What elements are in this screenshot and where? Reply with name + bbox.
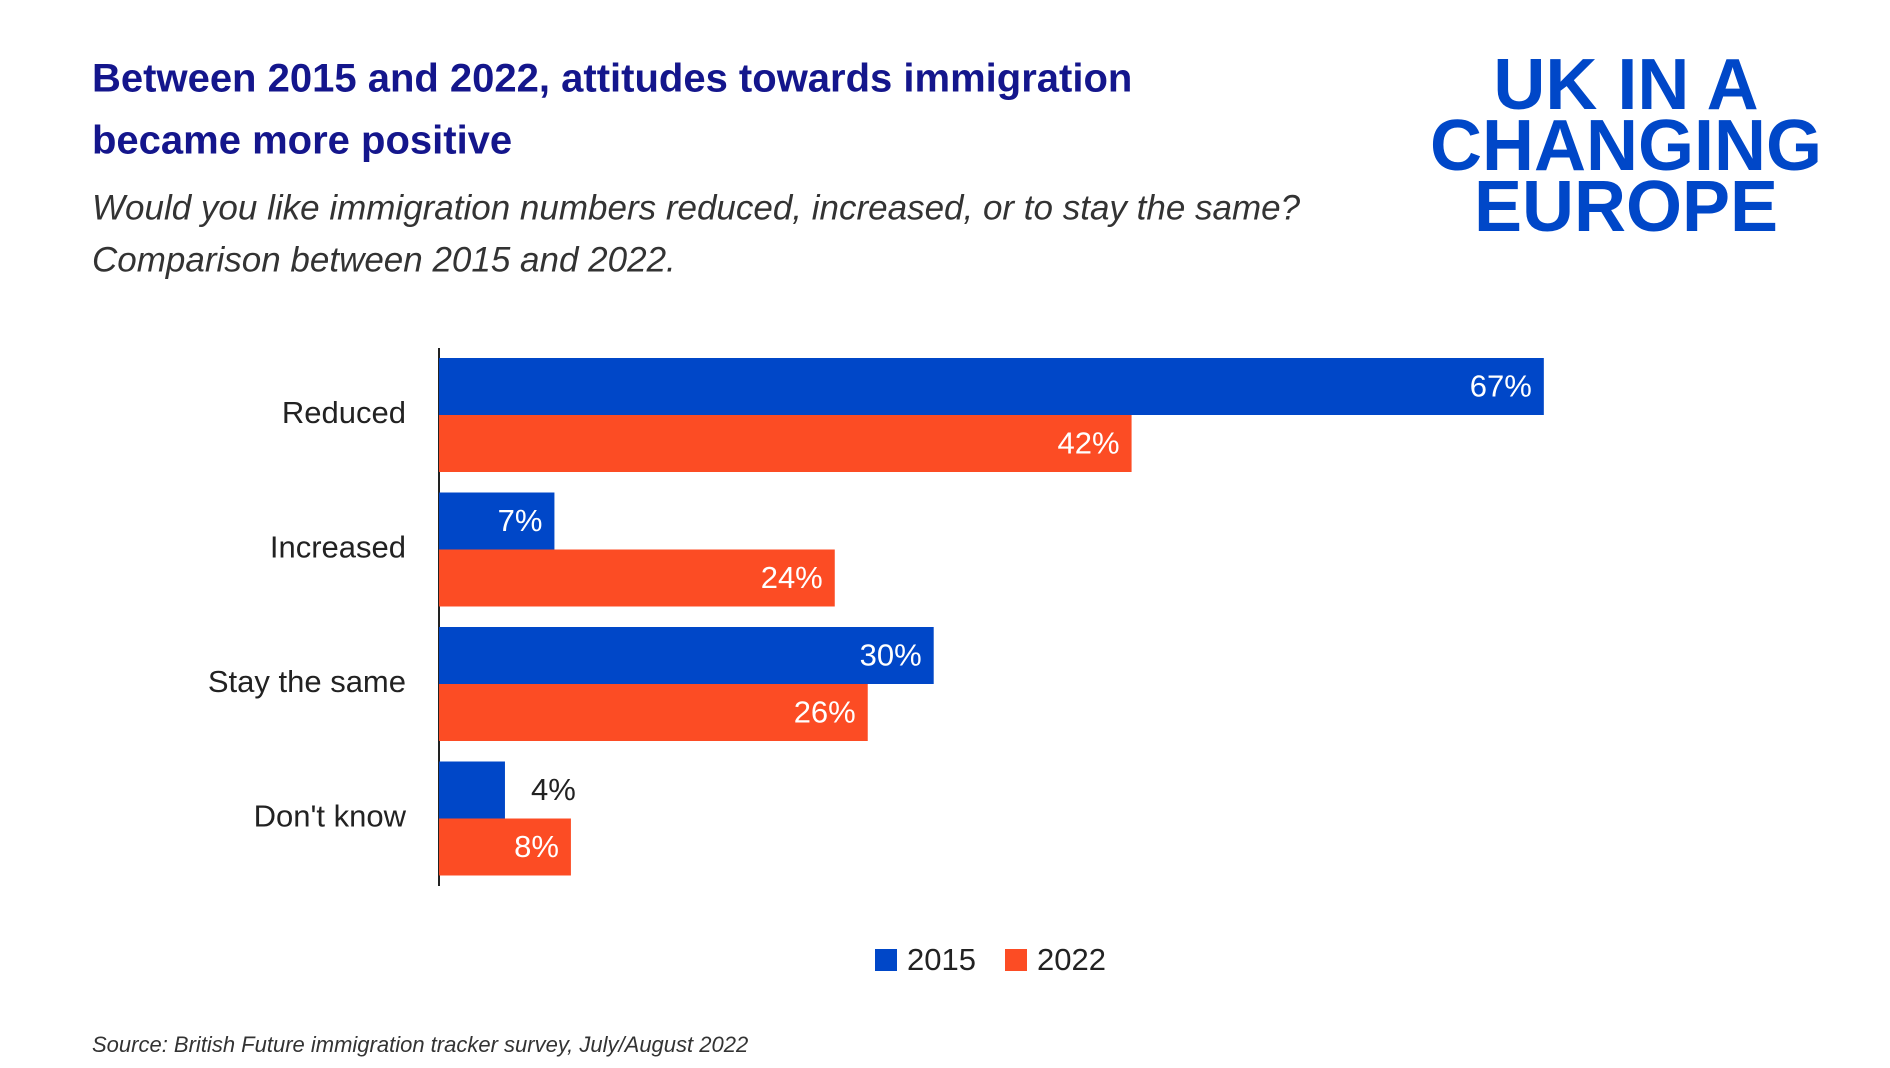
bar — [439, 358, 1544, 415]
source-note: Source: British Future immigration track… — [92, 1032, 748, 1057]
logo-text: CHANGING — [1430, 106, 1822, 186]
bar — [439, 761, 505, 819]
category-label: Increased — [270, 530, 406, 565]
value-label: 4% — [531, 772, 576, 807]
bar — [439, 492, 555, 550]
logo-text: EUROPE — [1474, 167, 1778, 247]
bar — [439, 627, 934, 684]
chart-title: Between 2015 and 2022, attitudes towards… — [92, 57, 1132, 101]
legend-swatch — [1005, 949, 1027, 971]
bar — [439, 818, 571, 876]
category-label: Don't know — [254, 799, 407, 834]
bar — [439, 549, 835, 607]
legend-label: 2022 — [1037, 942, 1106, 977]
chart-subtitle: Would you like immigration numbers reduc… — [92, 188, 1301, 227]
value-label: 8% — [514, 829, 559, 864]
value-label: 7% — [498, 503, 543, 538]
category-label: Reduced — [282, 395, 406, 430]
chart-title: became more positive — [92, 119, 512, 163]
chart-subtitle: Comparison between 2015 and 2022. — [92, 240, 676, 279]
category-label: Stay the same — [208, 664, 406, 699]
value-label: 26% — [794, 695, 856, 730]
bar — [439, 684, 868, 741]
bar — [439, 415, 1132, 472]
value-label: 42% — [1058, 426, 1120, 461]
legend-swatch — [875, 949, 897, 971]
value-label: 67% — [1470, 369, 1532, 404]
logo-text: UK IN A — [1493, 45, 1758, 125]
value-label: 30% — [860, 638, 922, 673]
value-label: 24% — [761, 560, 823, 595]
legend-label: 2015 — [907, 942, 976, 977]
